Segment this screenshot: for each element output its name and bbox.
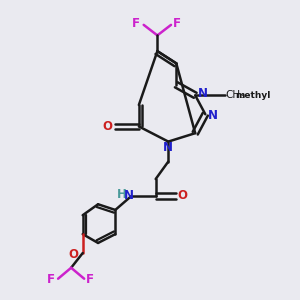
Text: H: H [117, 188, 127, 201]
Text: F: F [47, 273, 56, 286]
Text: N: N [124, 189, 134, 202]
Text: methyl: methyl [235, 91, 270, 100]
Text: N: N [198, 87, 208, 100]
Text: O: O [69, 248, 79, 261]
Text: F: F [132, 17, 140, 30]
Text: CH₃: CH₃ [226, 90, 245, 100]
Text: O: O [178, 189, 188, 202]
Text: N: N [163, 141, 173, 154]
Text: F: F [86, 273, 94, 286]
Text: N: N [208, 109, 218, 122]
Text: F: F [173, 17, 181, 30]
Text: O: O [102, 120, 112, 133]
